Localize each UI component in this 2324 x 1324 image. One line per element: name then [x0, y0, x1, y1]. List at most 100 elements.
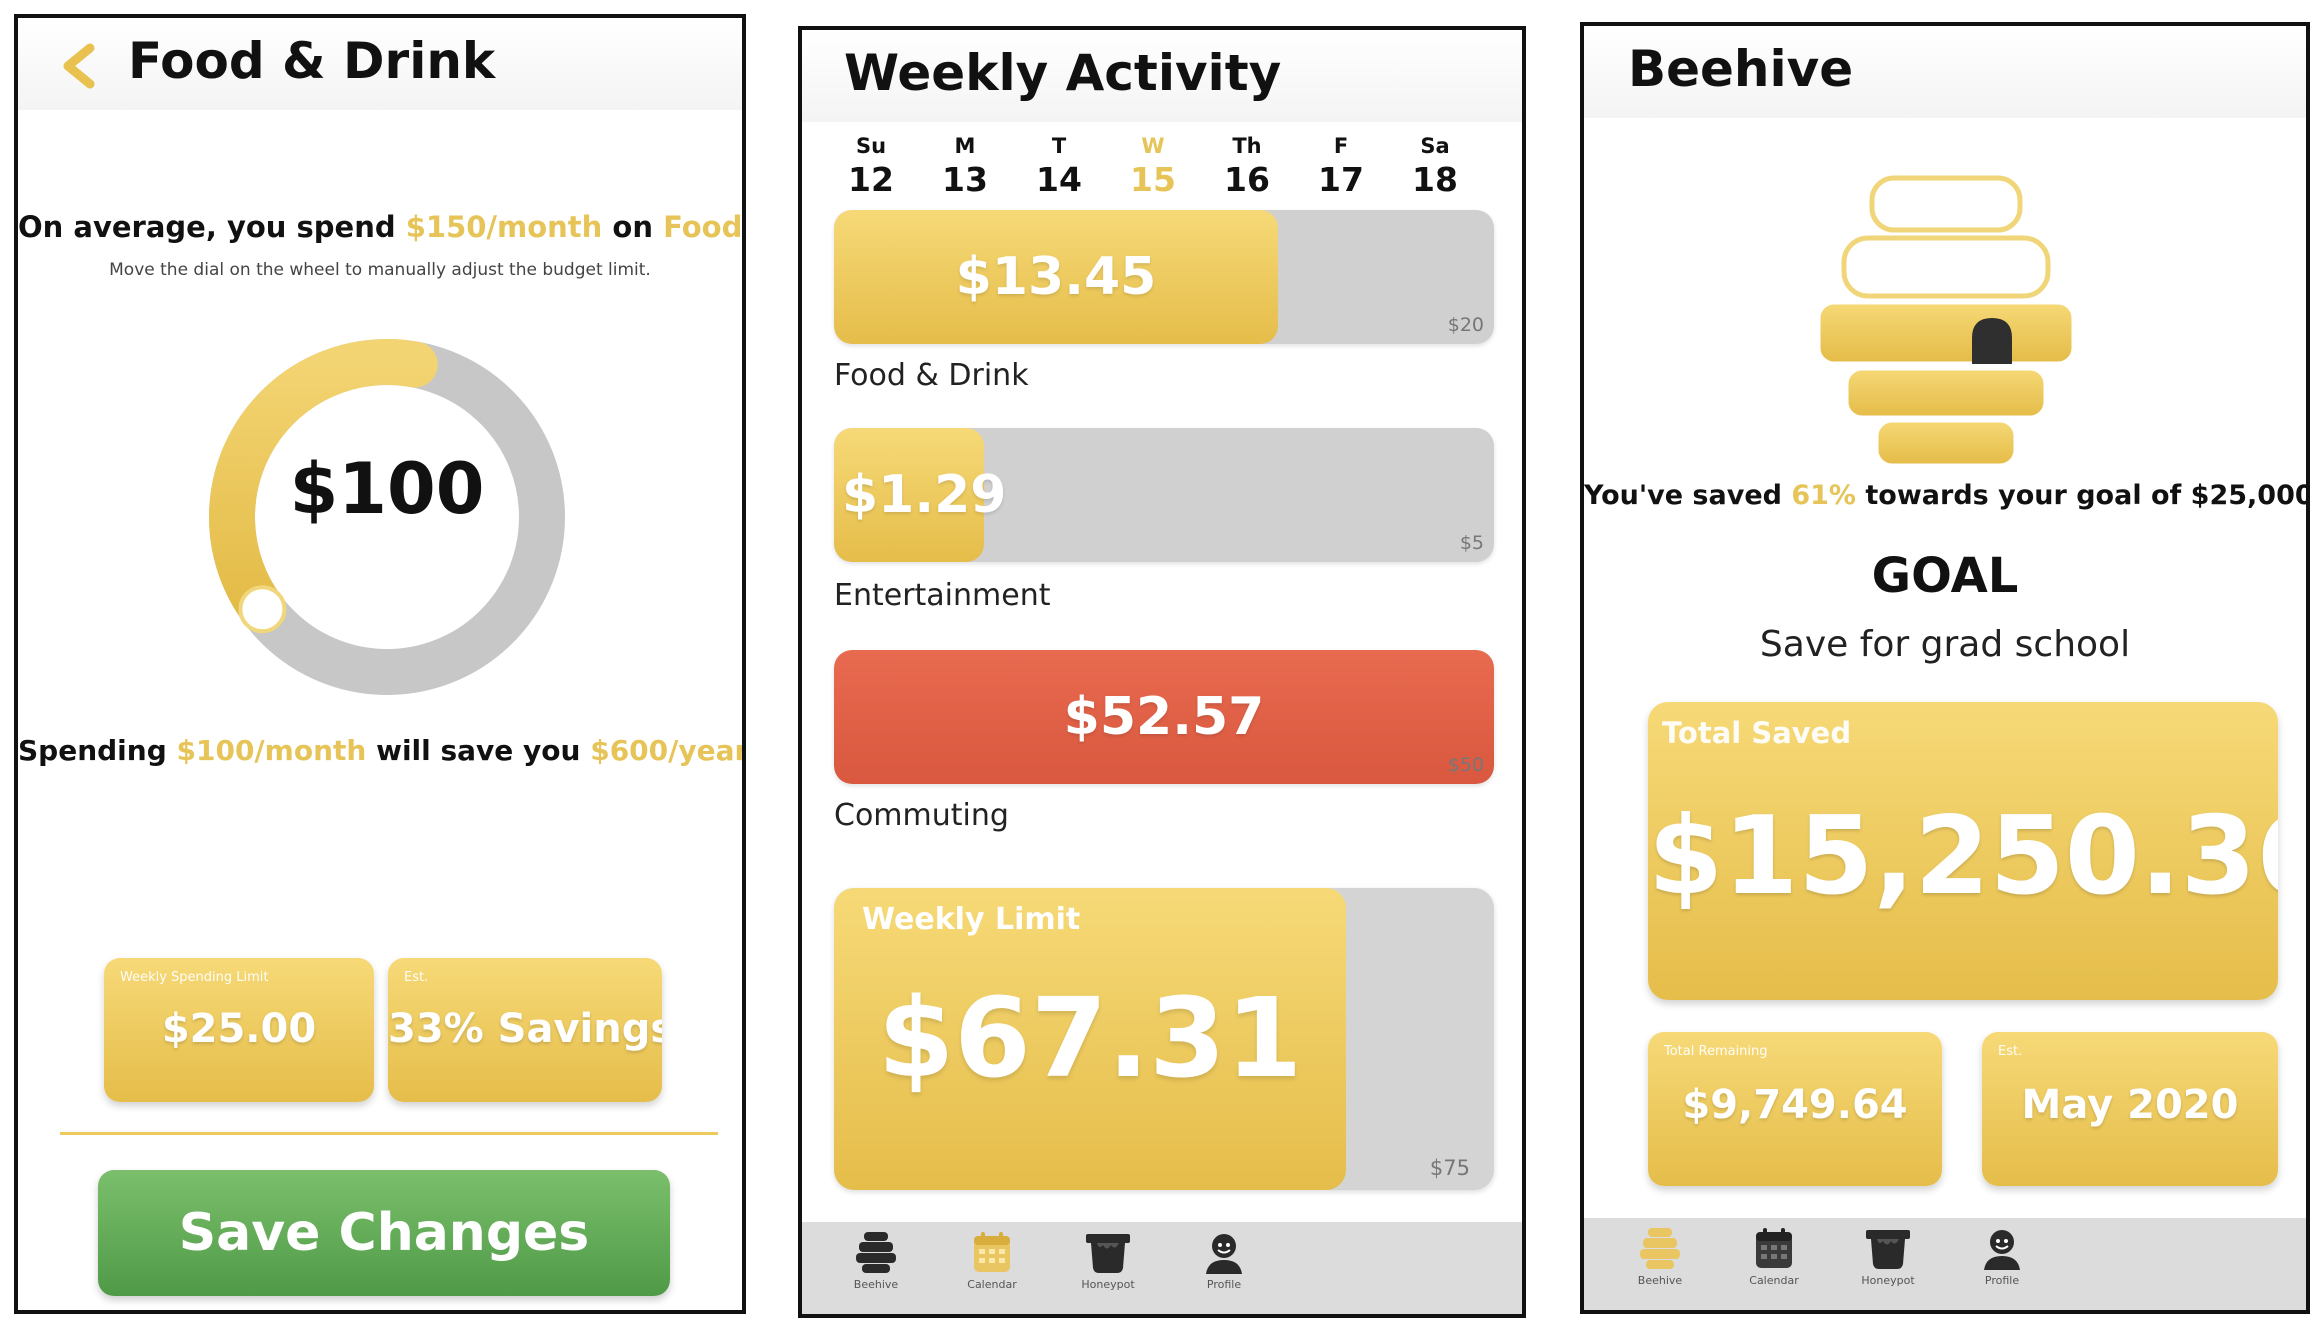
nav-calendar[interactable]: Calendar	[1714, 1226, 1834, 1287]
average-spending-text: On average, you spend $150/month on Food…	[18, 210, 742, 244]
savings-estimate-card[interactable]: Est. 33% Savings	[388, 958, 662, 1102]
bar-max: $50	[1447, 754, 1484, 776]
card-label: Weekly Spending Limit	[120, 970, 269, 985]
day-name: Th	[1232, 134, 1262, 158]
saved-text-2: towards your goal of $25,000!	[1856, 480, 2310, 511]
average-amount: $150/month	[405, 210, 603, 244]
save-changes-button[interactable]: Save Changes	[98, 1170, 670, 1296]
day-date: 14	[1036, 160, 1082, 199]
saved-percent: 61%	[1791, 480, 1856, 511]
card-label: Est.	[1998, 1044, 2023, 1059]
goal-heading: GOAL	[1871, 548, 2019, 604]
calendar-icon	[974, 1232, 1010, 1272]
nav-label: Calendar	[1749, 1274, 1799, 1287]
budget-dial[interactable]	[192, 322, 582, 712]
total-saved-card[interactable]: Total Saved $15,250.36	[1648, 702, 2278, 1000]
day-date: 12	[848, 160, 894, 199]
budget-bar-food-drink[interactable]: $13.45 $20	[834, 210, 1494, 344]
dial-knob	[238, 585, 287, 634]
nav-label: Profile	[1984, 1274, 2020, 1287]
beehive-icon	[1640, 1228, 1680, 1269]
savings-text-1: Spending	[18, 734, 177, 767]
page-title: Food & Drink	[128, 32, 496, 90]
day-date: 18	[1412, 160, 1458, 199]
day-name: Su	[855, 134, 887, 158]
nav-label: Profile	[1206, 1278, 1242, 1291]
card-value: $25.00	[161, 1006, 317, 1052]
week-day-selector: Su 12 M 13 T 14 W 15 Th 16 F 17 Sa 18	[802, 134, 1522, 214]
card-value: 33% Savings	[388, 1006, 662, 1052]
monthly-amount: $100/month	[176, 734, 367, 767]
card-label: Total Saved	[1662, 716, 1852, 750]
honeypot-icon	[1086, 1234, 1130, 1273]
day-sa[interactable]: Sa 18	[1390, 134, 1480, 199]
day-f[interactable]: F 17	[1296, 134, 1386, 199]
day-w[interactable]: W 15	[1108, 134, 1198, 199]
card-value: $9,749.64	[1682, 1082, 1908, 1128]
category-label: Food & Drink	[834, 358, 1029, 393]
day-name: M	[954, 134, 976, 158]
page-title: Weekly Activity	[844, 44, 1282, 102]
back-chevron-icon[interactable]	[54, 40, 106, 92]
budget-bar-commuting[interactable]: $52.57 $50	[834, 650, 1494, 784]
day-name: F	[1333, 134, 1349, 158]
header: Weekly Activity	[802, 30, 1522, 122]
bar-fill	[834, 650, 1494, 784]
weekly-activity-screen: Weekly Activity Su 12 M 13 T 14 W 15 Th 16 F 17 Sa 18…	[798, 26, 1526, 1318]
weekly-limit-label: Weekly Limit	[862, 902, 1081, 937]
nav-label: Calendar	[967, 1278, 1017, 1291]
dial-value: $100	[289, 448, 485, 530]
day-date: 13	[942, 160, 988, 199]
budget-bar-entertainment[interactable]: $1.29 $5	[834, 428, 1494, 562]
goal-description: Save for grad school	[1759, 624, 2131, 665]
estimated-date-card[interactable]: Est. May 2020	[1982, 1032, 2278, 1186]
header: Beehive	[1584, 26, 2306, 118]
limit-fill	[834, 888, 1346, 1190]
bar-max: $20	[1447, 314, 1484, 336]
day-t[interactable]: T 14	[1014, 134, 1104, 199]
nav-label: Beehive	[853, 1278, 899, 1291]
nav-label: Honeypot	[1861, 1274, 1915, 1287]
day-name: T	[1051, 134, 1067, 158]
day-name: W	[1141, 134, 1165, 158]
day-su[interactable]: Su 12	[826, 134, 916, 199]
saved-text-1: You've saved	[1584, 480, 1792, 511]
beehive-screen: Beehive You've saved 61% towards your go…	[1580, 22, 2310, 1314]
weekly-limit-card[interactable]: Weekly Spending Limit $25.00	[104, 958, 374, 1102]
nav-label: Honeypot	[1081, 1278, 1135, 1291]
savings-progress-text: You've saved 61% towards your goal of $2…	[1584, 480, 2306, 511]
dial-instructions: Move the dial on the wheel to manually a…	[109, 260, 651, 280]
weekly-limit-value: $67.31	[877, 974, 1303, 1102]
intro-text-2: on	[602, 210, 664, 244]
nav-honeypot[interactable]: Honeypot	[1048, 1230, 1168, 1291]
category-label: Commuting	[834, 798, 1009, 833]
weekly-limit-max: $75	[1429, 1156, 1470, 1180]
day-date: 17	[1318, 160, 1364, 199]
nav-profile[interactable]: Profile	[1164, 1230, 1284, 1291]
nav-beehive[interactable]: Beehive	[1600, 1226, 1720, 1287]
card-label: Total Remaining	[1664, 1044, 1768, 1059]
nav-calendar[interactable]: Calendar	[932, 1230, 1052, 1291]
bar-amount: $52.57	[1063, 687, 1265, 747]
bottom-nav: Beehive Calendar Honeypot	[1584, 1218, 2306, 1310]
divider	[60, 1132, 718, 1135]
total-remaining-card[interactable]: Total Remaining $9,749.64	[1648, 1032, 1942, 1186]
bar-amount: $1.29	[842, 465, 1007, 525]
projected-savings-text: Spending $100/month will save you $600/y…	[18, 734, 742, 767]
weekly-limit-bar[interactable]: Weekly Limit $67.31 $75	[834, 888, 1494, 1190]
day-date: 15	[1130, 160, 1176, 199]
day-m[interactable]: M 13	[920, 134, 1010, 199]
yearly-savings: $600/year.	[590, 734, 746, 767]
calendar-icon	[1756, 1228, 1792, 1268]
beehive-illustration	[1815, 175, 2077, 469]
nav-label: Beehive	[1637, 1274, 1683, 1287]
dial-progress-arc	[209, 339, 438, 633]
bar-fill	[834, 428, 984, 562]
profile-icon	[1984, 1230, 2020, 1270]
nav-beehive[interactable]: Beehive	[816, 1230, 936, 1291]
nav-profile[interactable]: Profile	[1942, 1226, 2062, 1287]
day-th[interactable]: Th 16	[1202, 134, 1292, 199]
day-date: 16	[1224, 160, 1270, 199]
beehive-icon	[856, 1232, 896, 1273]
nav-honeypot[interactable]: Honeypot	[1828, 1226, 1948, 1287]
